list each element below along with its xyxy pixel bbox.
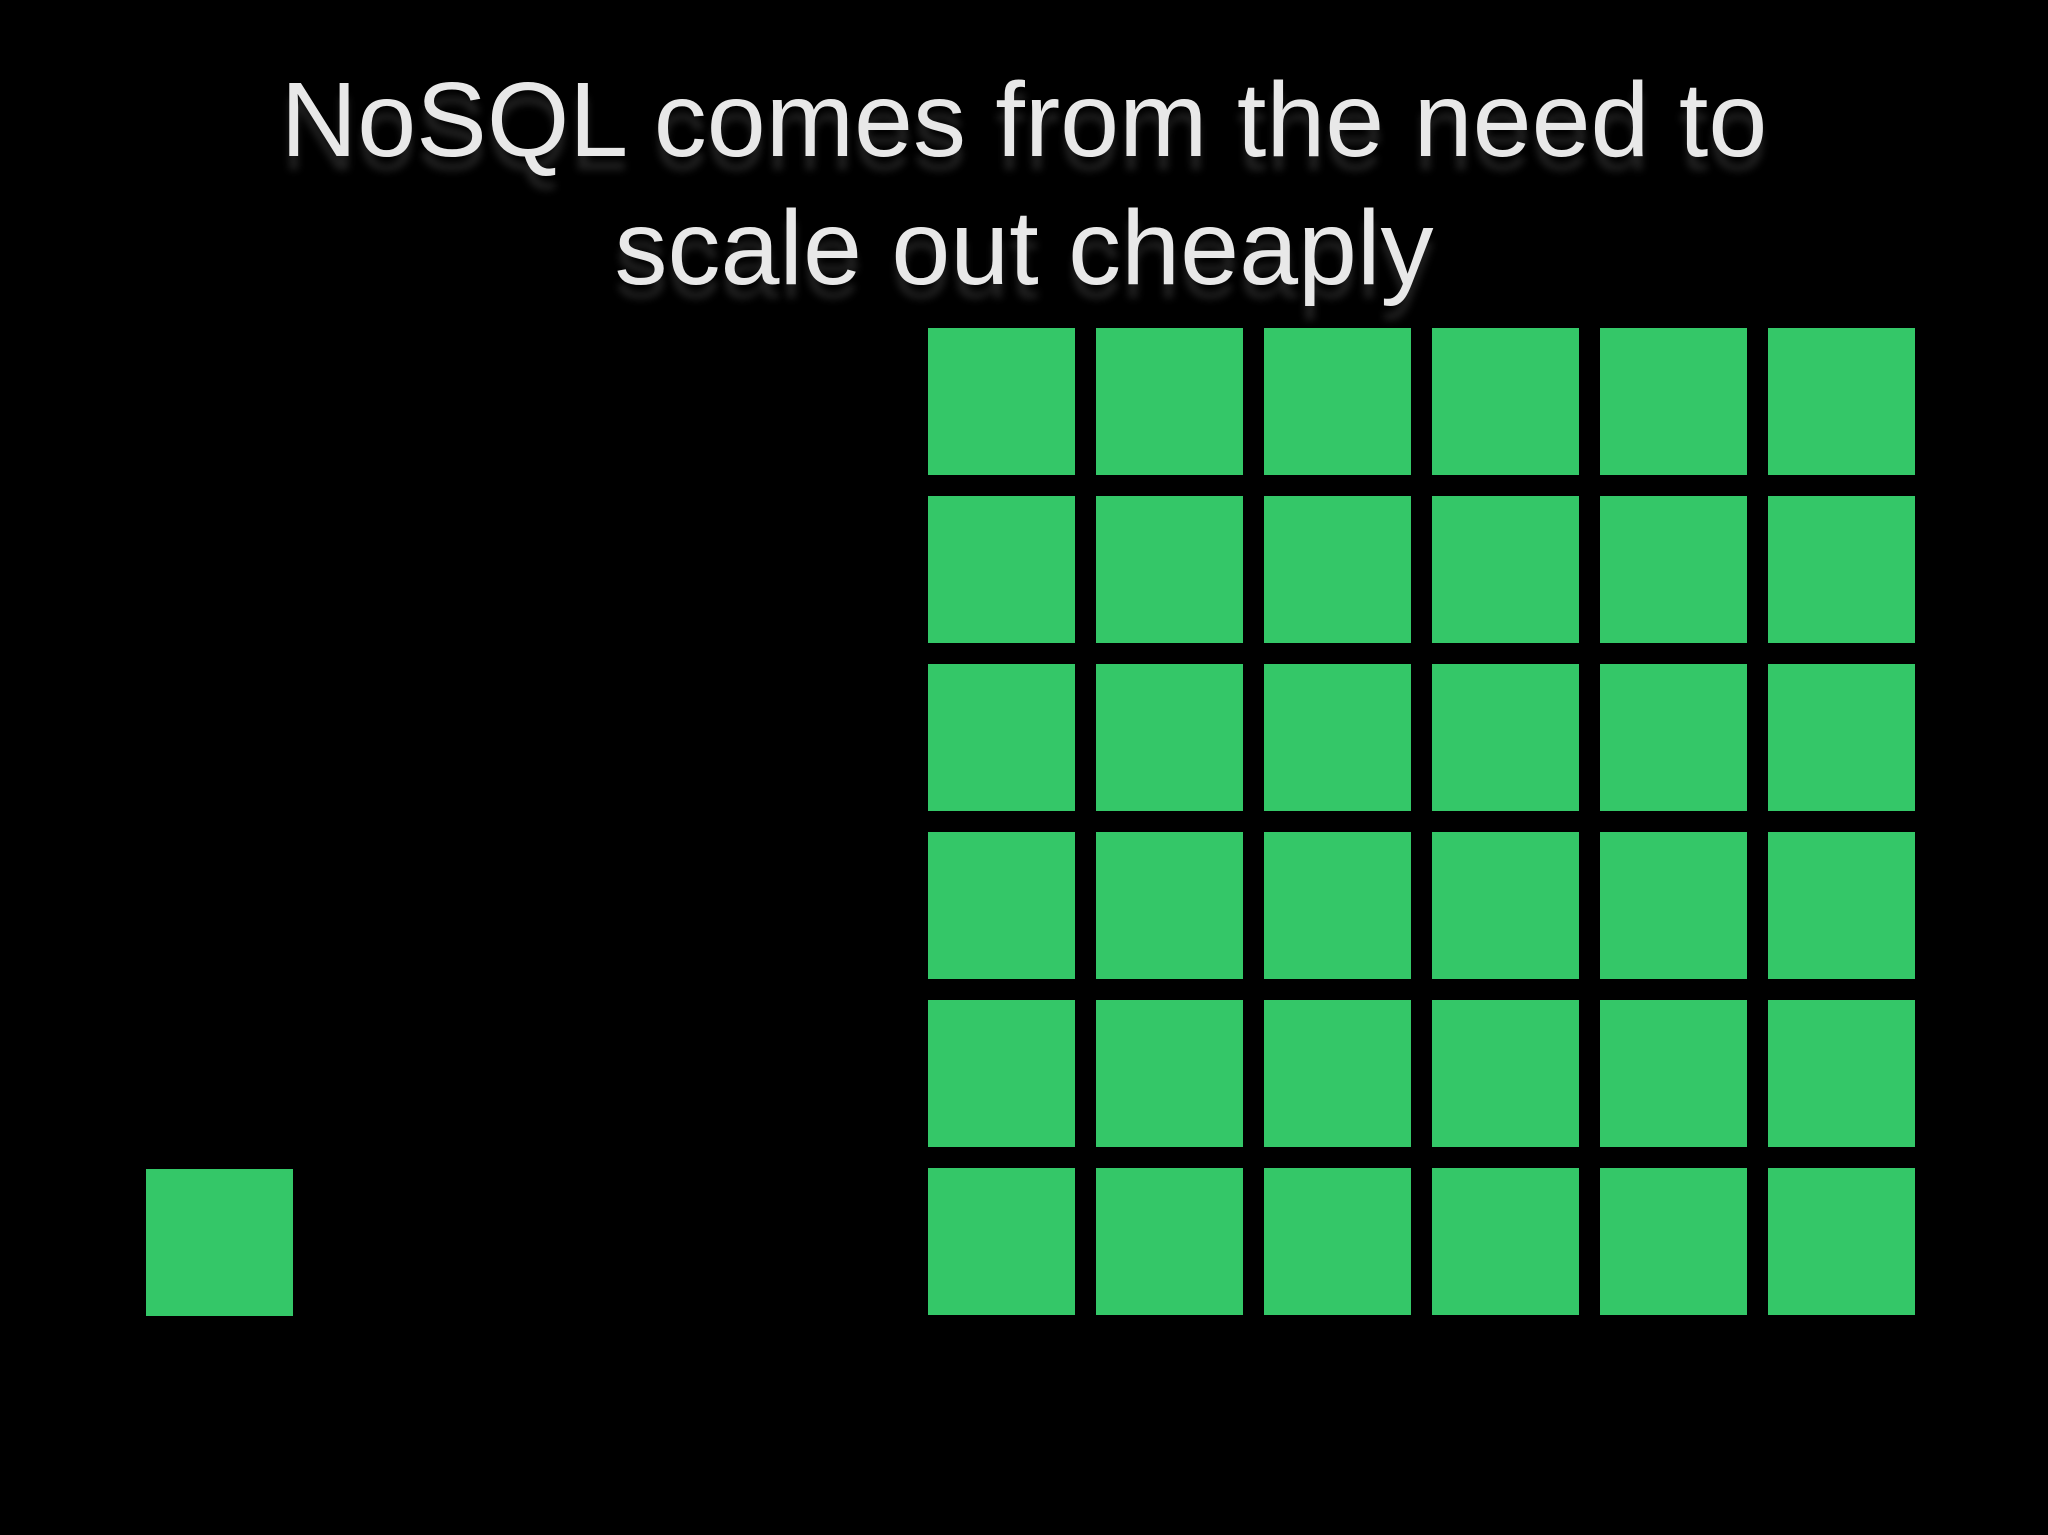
grid-square bbox=[928, 664, 1075, 811]
title-line-1: NoSQL comes from the need to bbox=[280, 61, 1768, 179]
grid-square bbox=[1768, 832, 1915, 979]
grid-square bbox=[928, 328, 1075, 475]
grid-square bbox=[928, 832, 1075, 979]
grid-square bbox=[1768, 1000, 1915, 1147]
grid-square bbox=[1768, 328, 1915, 475]
single-server-square bbox=[146, 1169, 293, 1316]
grid-square bbox=[1096, 328, 1243, 475]
grid-square bbox=[1264, 1168, 1411, 1315]
title-line-2: scale out cheaply bbox=[614, 189, 1434, 307]
grid-square bbox=[1264, 1000, 1411, 1147]
grid-square bbox=[1264, 496, 1411, 643]
server-grid bbox=[928, 328, 1915, 1315]
grid-square bbox=[928, 496, 1075, 643]
grid-square bbox=[1096, 832, 1243, 979]
grid-square bbox=[1432, 664, 1579, 811]
grid-square bbox=[1264, 328, 1411, 475]
grid-square bbox=[1264, 664, 1411, 811]
grid-square bbox=[1600, 496, 1747, 643]
grid-square bbox=[1264, 832, 1411, 979]
grid-square bbox=[1432, 328, 1579, 475]
grid-square bbox=[1600, 328, 1747, 475]
grid-square bbox=[1768, 496, 1915, 643]
grid-square bbox=[1600, 1000, 1747, 1147]
grid-square bbox=[1096, 1168, 1243, 1315]
grid-square bbox=[1600, 1168, 1747, 1315]
grid-square bbox=[1096, 496, 1243, 643]
page-title: NoSQL comes from the need to scale out c… bbox=[0, 56, 2048, 312]
grid-square bbox=[928, 1168, 1075, 1315]
grid-square bbox=[1768, 664, 1915, 811]
grid-square bbox=[1096, 1000, 1243, 1147]
grid-square bbox=[1600, 832, 1747, 979]
grid-square bbox=[928, 1000, 1075, 1147]
grid-square bbox=[1432, 1168, 1579, 1315]
grid-square bbox=[1096, 664, 1243, 811]
grid-square bbox=[1768, 1168, 1915, 1315]
grid-square bbox=[1432, 1000, 1579, 1147]
grid-square bbox=[1432, 832, 1579, 979]
grid-square bbox=[1432, 496, 1579, 643]
grid-square bbox=[1600, 664, 1747, 811]
